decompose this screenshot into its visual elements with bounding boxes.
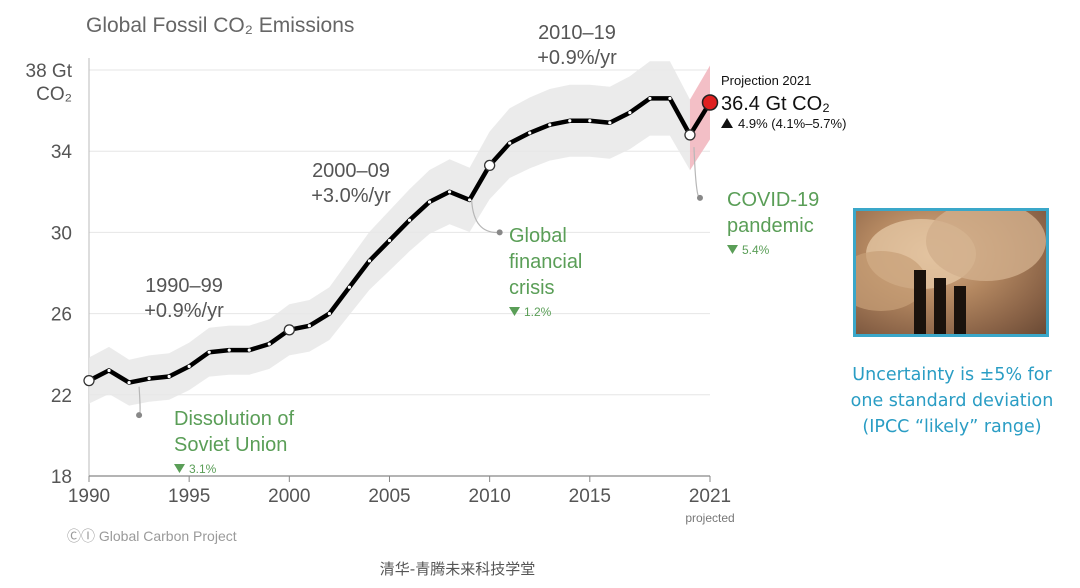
data-point-1994 [167, 374, 171, 379]
data-point-2017 [628, 111, 632, 115]
period-rate-1990-99: +0.9%/yr [144, 300, 224, 322]
event-leader-2 [471, 199, 500, 234]
event-3-down-triangle [727, 245, 738, 254]
data-point-1990 [83, 374, 95, 387]
event-2-line-3: crisis [509, 277, 555, 299]
event-2-line-1: Global [509, 225, 567, 247]
data-point-2019 [668, 96, 672, 101]
series-points [83, 94, 719, 387]
data-point-2001 [307, 324, 311, 328]
x-tick-label-2021: 2021 [689, 486, 731, 507]
uncertainty-band [89, 61, 690, 406]
data-point-1993 [147, 376, 151, 381]
data-point-2010 [483, 159, 496, 172]
data-point-1998 [247, 348, 251, 352]
data-point-1999 [267, 342, 271, 346]
period-rate-2010-19: +0.9%/yr [537, 47, 617, 69]
data-point-1992 [127, 381, 131, 385]
x-tick-projected-note: projected [685, 511, 734, 525]
data-point-1991 [107, 368, 111, 373]
projection-label: Projection 2021 [721, 73, 811, 88]
credit-text: ⒸⒾ Global Carbon Project [67, 528, 237, 544]
data-point-2007 [427, 200, 432, 204]
event-1-line-1: Dissolution of [174, 408, 295, 430]
data-point-2005 [387, 238, 392, 243]
event-leader-lines [136, 147, 703, 419]
data-point-2000 [283, 324, 295, 336]
period-label-1990-99: 1990–99 [145, 275, 223, 297]
data-point-2004 [367, 259, 372, 263]
data-point-2014 [568, 119, 572, 123]
event-2-change: 1.2% [524, 305, 552, 319]
y-tick-label-18: 18 [51, 467, 72, 488]
smokestack-photo [853, 208, 1049, 337]
y-tick-label-34: 34 [51, 142, 73, 163]
data-point-2016 [608, 121, 612, 125]
event-3-line-2: pandemic [727, 215, 814, 237]
chart-title: Global Fossil CO₂ Emissions [86, 14, 354, 37]
data-point-2008 [447, 190, 452, 194]
uncertainty-note-line-1: Uncertainty is ±5% for [852, 365, 1052, 385]
data-point-2013 [548, 123, 552, 127]
y-tick-label-22: 22 [51, 386, 72, 407]
smokestack-1 [914, 270, 926, 334]
event-1-down-triangle [174, 464, 185, 473]
x-tick-label-2010: 2010 [469, 486, 511, 507]
event-leader-dot-1 [136, 412, 143, 419]
y-tick-label-38: 38 Gt [26, 61, 73, 82]
data-point-2011 [508, 141, 512, 145]
data-point-2018 [648, 96, 652, 101]
uncertainty-note: Uncertainty is ±5% for one standard devi… [828, 362, 1076, 440]
x-tick-label-2000: 2000 [268, 486, 310, 507]
x-tick-label-2005: 2005 [368, 486, 410, 507]
y-axis-unit-label: CO₂ [36, 84, 72, 105]
event-3-change: 5.4% [742, 243, 770, 257]
data-point-2020 [684, 129, 696, 141]
uncertainty-note-line-2: one standard deviation [850, 391, 1054, 411]
smokestack-2 [934, 278, 946, 334]
data-point-2015 [588, 119, 592, 123]
x-tick-label-1995: 1995 [168, 486, 210, 507]
event-1-change: 3.1% [189, 462, 217, 476]
projection-up-triangle [721, 118, 733, 128]
x-tick-label-2015: 2015 [569, 486, 611, 507]
y-tick-label-26: 26 [51, 305, 72, 326]
x-tick-label-1990: 1990 [68, 486, 110, 507]
grid-layer [88, 58, 711, 482]
event-leader-dot-2 [496, 229, 503, 236]
event-leader-dot-3 [696, 194, 703, 201]
data-point-2003 [347, 285, 352, 289]
data-point-2002 [327, 312, 331, 316]
footer-watermark: 清华-青腾未来科技学堂 [379, 560, 536, 578]
period-label-2010-19: 2010–19 [538, 22, 616, 44]
data-point-1995 [187, 364, 191, 368]
data-point-2012 [528, 131, 532, 135]
period-label-2000-09: 2000–09 [312, 160, 390, 182]
projection-point-2021 [701, 94, 719, 111]
projection-change: 4.9% (4.1%–5.7%) [738, 116, 846, 131]
uncertainty-note-line-3: (IPCC “likely” range) [862, 417, 1042, 437]
projection-value: 36.4 Gt CO₂ [721, 93, 830, 115]
event-2-down-triangle [509, 307, 520, 316]
event-1-line-2: Soviet Union [174, 434, 287, 456]
emissions-line [87, 96, 712, 385]
period-rate-2000-09: +3.0%/yr [311, 185, 391, 207]
data-point-1996 [207, 350, 211, 354]
data-point-2009 [468, 198, 472, 202]
event-3-line-1: COVID-19 [727, 189, 819, 211]
event-2-line-2: financial [509, 251, 582, 273]
smokestack-3 [954, 286, 966, 334]
y-tick-label-30: 30 [51, 223, 72, 244]
data-point-1997 [227, 348, 231, 352]
data-point-2006 [407, 218, 412, 222]
